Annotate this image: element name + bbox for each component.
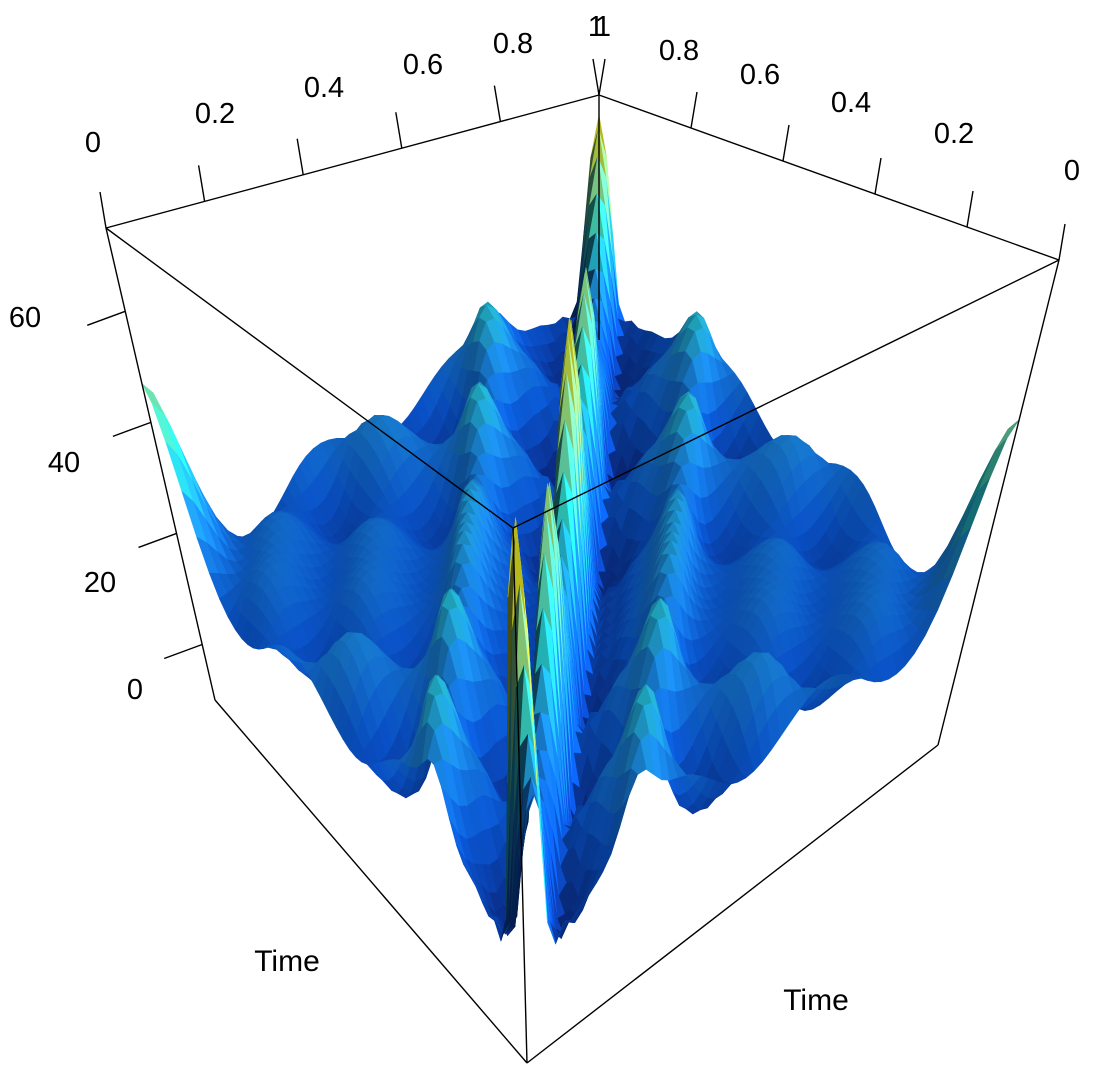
y-tick-mark-4 xyxy=(690,91,698,129)
y-tick-mark-2 xyxy=(874,157,882,195)
x-tick-mark-3 xyxy=(395,112,403,149)
y-tick-mark-3 xyxy=(782,124,790,162)
y-tick-label-0.2: 0.2 xyxy=(934,118,974,150)
surface-mesh xyxy=(141,114,1020,945)
y-tick-label-1: 1 xyxy=(595,11,611,43)
box-edge-DL-DB xyxy=(214,699,528,1064)
y-tick-label-0.8: 0.8 xyxy=(659,35,699,67)
box-edge-BB-DB xyxy=(512,527,528,1064)
bounding-box xyxy=(105,94,1060,1064)
x-tick-label-0.2: 0.2 xyxy=(195,98,235,130)
surface-facet xyxy=(507,517,525,598)
surface-facet xyxy=(959,478,990,538)
box-edge-BR-DR xyxy=(937,259,1060,746)
box-edge-BL-BT xyxy=(105,94,600,229)
y-tick-mark-0 xyxy=(1058,223,1066,261)
y-tick-label-0.6: 0.6 xyxy=(740,59,780,91)
x-tick-label-0.4: 0.4 xyxy=(304,72,344,104)
y-axis-title: Time xyxy=(783,984,849,1017)
z-tick-mark-20 xyxy=(138,532,177,549)
y-tick-label-0.4: 0.4 xyxy=(831,87,871,119)
surface-facet xyxy=(978,438,1008,491)
x-tick-label-0.8: 0.8 xyxy=(493,28,533,60)
box-edge-BB-BR xyxy=(512,259,1060,529)
x-tick-mark-2 xyxy=(296,138,304,175)
x-tick-label-0.6: 0.6 xyxy=(403,49,443,81)
box-edge-BL-BB xyxy=(105,227,514,529)
z-tick-label-20: 20 xyxy=(84,567,116,599)
y-tick-mark-1 xyxy=(966,190,974,228)
x-axis-title: Time xyxy=(254,945,320,978)
z-tick-label-0: 0 xyxy=(127,674,143,706)
x-tick-mark-0 xyxy=(99,191,107,229)
x-tick-mark-4 xyxy=(493,85,502,122)
axis-ticks xyxy=(86,58,1066,660)
x-tick-label-1: 1 xyxy=(588,11,604,43)
y-tick-label-0: 0 xyxy=(1064,155,1080,187)
z-tick-label-60: 60 xyxy=(9,302,41,334)
box-edge-DB-DR xyxy=(526,744,939,1064)
z-tick-mark-60 xyxy=(86,310,126,326)
z-tick-mark-0 xyxy=(163,643,203,660)
surface-facet xyxy=(151,402,178,455)
z-tick-label-40: 40 xyxy=(48,447,80,479)
x-tick-mark-1 xyxy=(197,165,206,202)
y-tick-mark-5 xyxy=(598,58,606,96)
box-edge-BT-BR xyxy=(598,94,1060,261)
x-tick-mark-5 xyxy=(592,58,600,96)
box-edge-BL-DL xyxy=(105,227,216,701)
surface-facet xyxy=(963,449,996,517)
x-tick-label-0: 0 xyxy=(85,127,101,159)
z-tick-mark-40 xyxy=(112,421,152,438)
